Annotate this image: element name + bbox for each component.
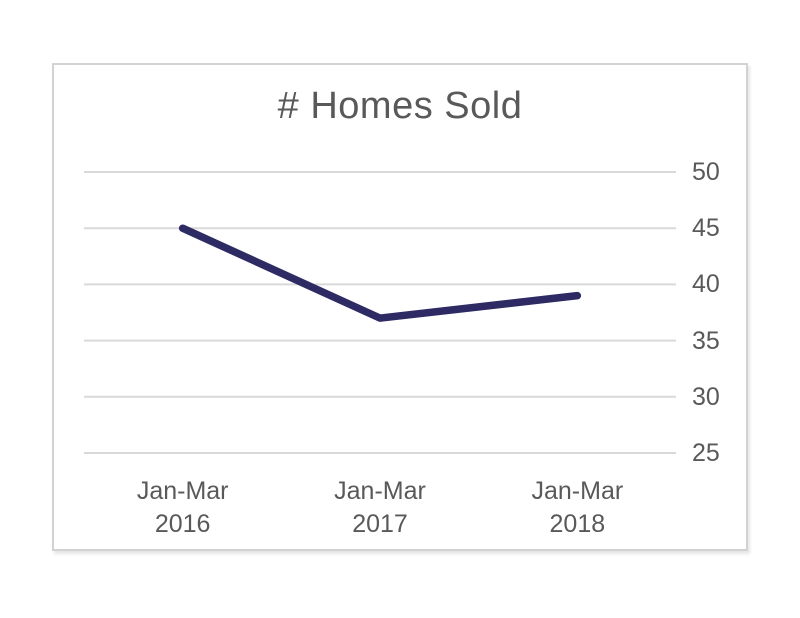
chart-title: # Homes Sold: [277, 85, 523, 127]
y-tick-label: 25: [692, 439, 720, 467]
x-tick-label: Jan-Mar 2017: [334, 477, 426, 538]
line-chart-plot: [84, 171, 676, 454]
y-tick-label: 30: [692, 382, 720, 411]
y-tick-label: 35: [692, 326, 720, 355]
x-tick-label: Jan-Mar 2018: [531, 477, 624, 538]
y-tick-label: 45: [692, 214, 720, 243]
data-line-homes-sold: [178, 224, 582, 322]
x-tick-label: Jan-Mar 2016: [136, 477, 229, 538]
chart-card: # Homes Sold 50 45 40 35 30 25 Jan-Mar 2016 Ja…: [52, 63, 748, 551]
y-tick-label: 50: [692, 158, 720, 186]
y-tick-label: 40: [692, 270, 720, 299]
